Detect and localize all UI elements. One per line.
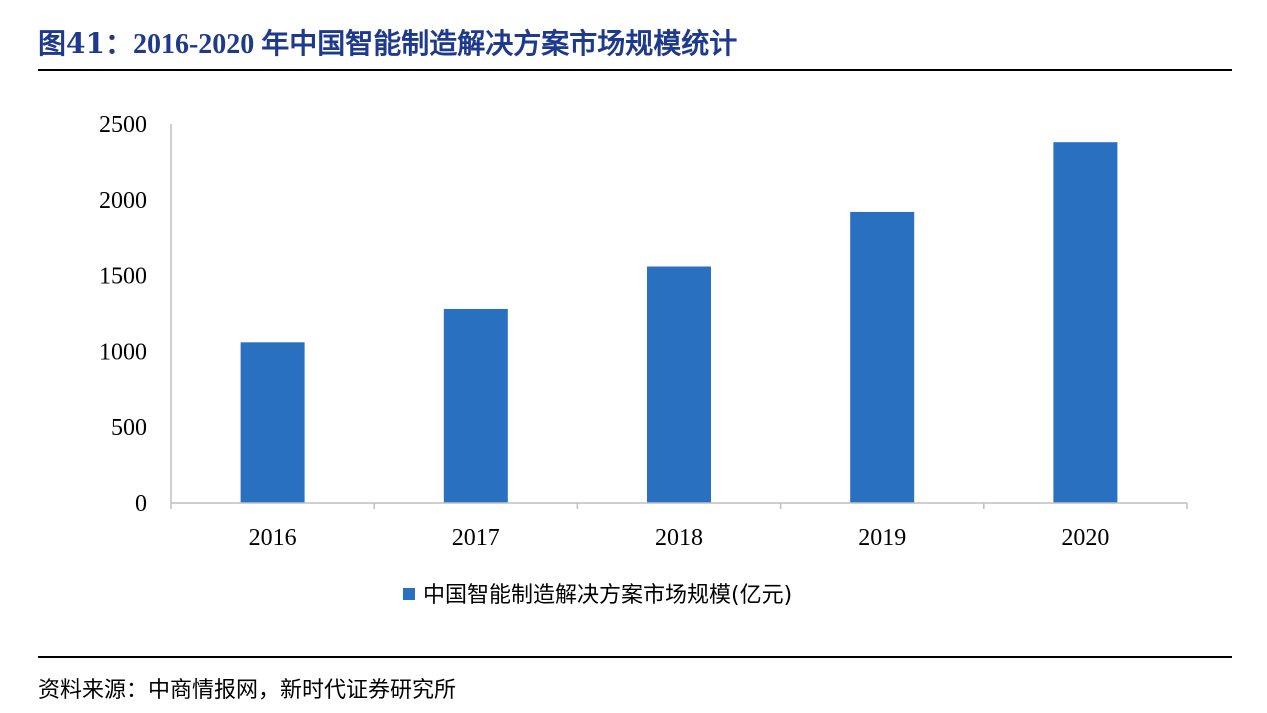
x-axis-tick-labels: 2016 2017 2018 2019 2020 (249, 525, 1110, 551)
x-tick-label: 2018 (655, 525, 703, 551)
x-axis-ticks (170, 503, 1188, 509)
footer-divider (38, 656, 1232, 658)
y-tick-label: 500 (111, 415, 147, 441)
bar-series (240, 142, 1118, 504)
bar (1053, 142, 1118, 503)
legend-label: 中国智能制造解决方案市场规模(亿元) (423, 583, 792, 608)
figure-label: 图41： (38, 27, 133, 60)
bar (850, 211, 915, 504)
y-tick-label: 1000 (99, 339, 147, 365)
figure-title: 图41：2016-2020 年中国智能制造解决方案市场规模统计 (38, 22, 737, 62)
title-divider (38, 69, 1232, 71)
y-tick-label: 0 (135, 491, 147, 517)
x-tick-label: 2016 (249, 525, 297, 551)
x-tick-label: 2017 (452, 525, 500, 551)
bar (240, 342, 305, 503)
y-tick-label: 2000 (99, 188, 147, 214)
bar (443, 308, 508, 503)
y-tick-label: 2500 (99, 112, 147, 138)
bar (647, 266, 711, 503)
source-note: 资料来源：中商情报网，新时代证券研究所 (38, 678, 457, 703)
legend: 中国智能制造解决方案市场规模(亿元) (403, 583, 792, 608)
x-tick-label: 2020 (1061, 525, 1109, 551)
x-tick-label: 2019 (858, 525, 906, 551)
y-axis-tick-labels: 0 500 1000 1500 2000 2500 (99, 112, 147, 517)
y-tick-label: 1500 (99, 264, 147, 290)
legend-swatch (403, 588, 415, 600)
figure-title-text: 2016-2020 年中国智能制造解决方案市场规模统计 (132, 29, 738, 60)
